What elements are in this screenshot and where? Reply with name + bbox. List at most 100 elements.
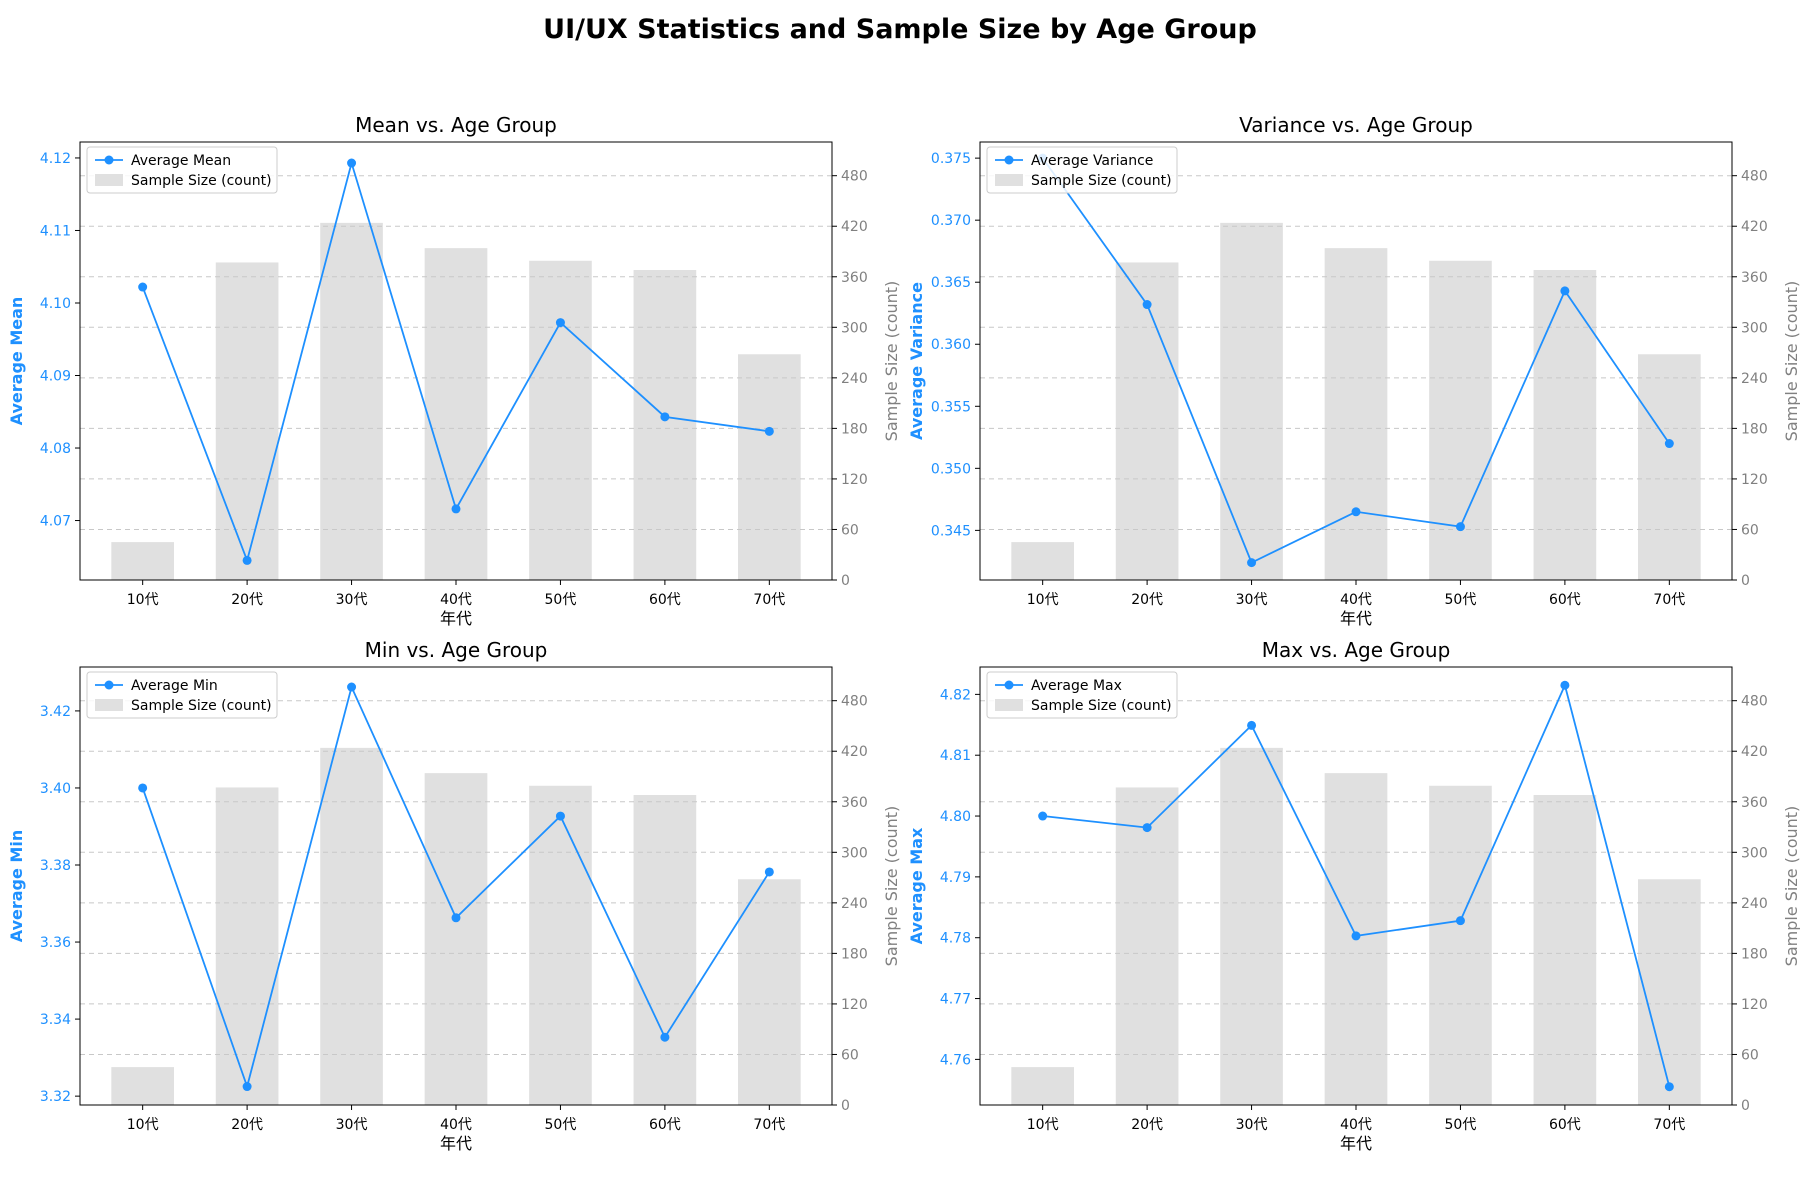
sample-size-bar — [633, 270, 697, 580]
left-tick-label: 4.76 — [940, 1052, 971, 1068]
right-tick-label: 360 — [841, 795, 868, 811]
sample-size-bar — [320, 747, 383, 1105]
subplot-title: Max vs. Age Group — [1262, 638, 1451, 662]
line-point — [1560, 680, 1570, 690]
sample-size-bar — [1429, 785, 1492, 1105]
line-point — [660, 412, 670, 422]
x-tick-label: 30代 — [1236, 592, 1268, 608]
subplot-title: Mean vs. Age Group — [355, 113, 557, 137]
sample-size-bar — [1429, 260, 1492, 580]
left-tick-label: 0.350 — [931, 461, 971, 477]
legend-bar-label: Sample Size (count) — [131, 698, 272, 714]
left-tick-label: 3.32 — [40, 1089, 71, 1105]
left-tick-label: 4.78 — [940, 931, 971, 947]
x-tick-label: 20代 — [231, 592, 263, 608]
legend-line-label: Average Max — [1031, 678, 1122, 694]
right-tick-label: 480 — [841, 694, 868, 710]
right-tick-label: 60 — [1741, 1047, 1759, 1063]
left-tick-label: 0.360 — [931, 337, 971, 353]
legend-box — [86, 671, 278, 719]
right-tick-label: 360 — [1741, 795, 1768, 811]
right-axis-label: Sample Size (count) — [1782, 281, 1800, 442]
legend: Average Min Sample Size (count) — [86, 671, 278, 719]
chart-panel-1: 4.07 4.08 4.09 4.10 4.11 4.12 0 60 120 180 240 300 3… — [7, 113, 901, 628]
right-tick-label: 120 — [1741, 472, 1768, 488]
left-tick-label: 4.82 — [940, 687, 971, 703]
x-tick-label: 70代 — [1653, 592, 1685, 608]
line-point — [1664, 1082, 1674, 1092]
right-tick-label: 240 — [1741, 896, 1768, 912]
line-point — [347, 158, 357, 168]
sample-size-bar — [1638, 354, 1701, 580]
left-tick-label: 3.38 — [40, 858, 71, 874]
sample-size-bar — [1220, 747, 1283, 1105]
legend-bar-swatch — [995, 699, 1023, 711]
chart-panel-3: 3.32 3.34 3.36 3.38 3.40 3.42 0 60 120 180 240 300 3… — [7, 638, 901, 1153]
sample-size-bar — [738, 879, 801, 1105]
legend-line-marker — [104, 680, 114, 690]
legend-line-label: Average Min — [131, 678, 218, 694]
right-tick-label: 60 — [1741, 522, 1759, 538]
right-tick-label: 180 — [841, 946, 868, 962]
chart-panel-2: 0.345 0.350 0.355 0.360 0.365 0.370 0.375 0 60 12… — [907, 113, 1800, 628]
sample-size-bar — [1220, 222, 1283, 580]
right-tick-label: 60 — [841, 1047, 859, 1063]
line-point — [242, 1082, 252, 1092]
left-tick-label: 4.08 — [40, 441, 71, 457]
sample-size-bar — [529, 260, 592, 580]
right-tick-label: 240 — [841, 896, 868, 912]
right-axis-label: Sample Size (count) — [1782, 806, 1800, 967]
x-tick-label: 70代 — [753, 1117, 785, 1133]
right-tick-label: 300 — [841, 845, 868, 861]
line-point — [242, 555, 252, 565]
line-point — [1247, 720, 1257, 730]
right-tick-label: 480 — [1741, 694, 1768, 710]
sample-size-bar — [215, 787, 279, 1105]
left-axis-label: Average Min — [7, 830, 26, 942]
x-axis-label: 年代 — [440, 1134, 472, 1153]
line-point — [764, 867, 774, 877]
legend-bar-label: Sample Size (count) — [1031, 698, 1172, 714]
right-tick-label: 300 — [1741, 320, 1768, 336]
left-tick-label: 0.355 — [931, 399, 971, 415]
legend-line-label: Average Mean — [131, 153, 231, 169]
right-tick-label: 420 — [1741, 744, 1768, 760]
line-point — [764, 426, 774, 436]
x-tick-label: 50代 — [1445, 1117, 1477, 1133]
x-axis-label: 年代 — [1340, 609, 1372, 628]
x-tick-label: 10代 — [127, 592, 159, 608]
right-tick-label: 420 — [841, 219, 868, 235]
legend-bar-swatch — [995, 174, 1023, 186]
left-tick-label: 3.40 — [40, 781, 71, 797]
x-tick-label: 60代 — [649, 592, 681, 608]
x-tick-label: 30代 — [1236, 1117, 1268, 1133]
legend: Average Variance Sample Size (count) — [986, 146, 1178, 194]
legend: Average Mean Sample Size (count) — [86, 146, 278, 194]
x-tick-label: 40代 — [1340, 1117, 1372, 1133]
left-tick-label: 3.42 — [40, 704, 71, 720]
line-point — [1455, 522, 1465, 532]
right-tick-label: 360 — [1741, 270, 1768, 286]
sample-size-bar — [215, 262, 279, 580]
x-tick-label: 10代 — [127, 1117, 159, 1133]
left-tick-label: 4.07 — [40, 514, 71, 530]
line-point — [555, 318, 565, 328]
x-tick-label: 70代 — [1653, 1117, 1685, 1133]
x-tick-label: 60代 — [649, 1117, 681, 1133]
right-tick-label: 240 — [1741, 371, 1768, 387]
legend-line-marker — [1004, 680, 1014, 690]
right-tick-label: 480 — [1741, 169, 1768, 185]
chart-panel-4: 4.76 4.77 4.78 4.79 4.80 4.81 4.82 0 60 120 180 240… — [907, 638, 1800, 1153]
left-tick-label: 3.34 — [40, 1012, 71, 1028]
right-tick-label: 120 — [841, 997, 868, 1013]
legend-bar-swatch — [95, 699, 123, 711]
x-tick-label: 30代 — [336, 592, 368, 608]
legend-bar-label: Sample Size (count) — [1031, 173, 1172, 189]
x-tick-label: 70代 — [753, 592, 785, 608]
sample-size-bar — [1533, 795, 1597, 1105]
x-tick-label: 20代 — [1131, 592, 1163, 608]
line-point — [1664, 439, 1674, 449]
legend-box — [986, 671, 1178, 719]
line-point — [451, 913, 461, 923]
